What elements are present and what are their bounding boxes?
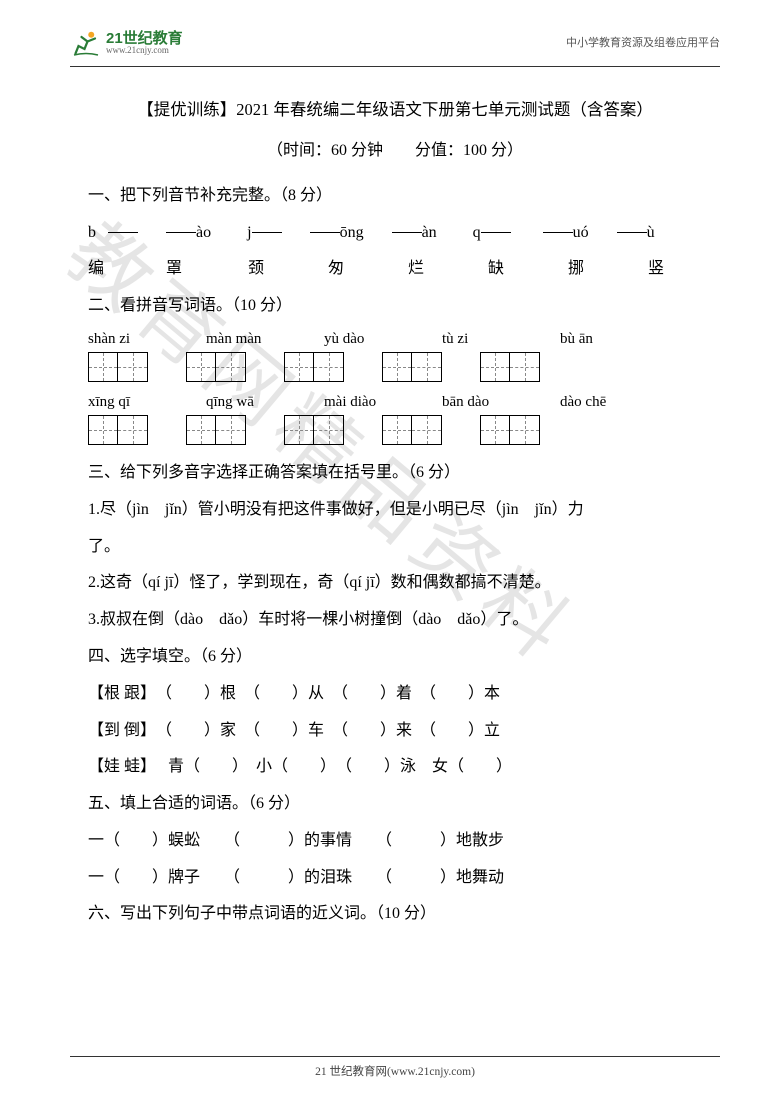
s2r2-3: mài diào: [324, 392, 404, 413]
section-3-head: 三、给下列多音字选择正确答案填在括号里。（6 分）: [88, 455, 702, 492]
blank: [166, 215, 196, 233]
s3-l2: 2.这奇（qí jī）怪了，学到现在，奇（qí jī）数和偶数都搞不清楚。: [88, 565, 702, 602]
tian-box: [284, 352, 344, 382]
s2r1-3: yù dào: [324, 329, 404, 350]
s2r2-2: qīng wā: [206, 392, 286, 413]
s1-h3: 颈: [248, 251, 328, 288]
s2r2-4: bān dào: [442, 392, 522, 413]
s2r1-4: tù zi: [442, 329, 522, 350]
page-footer: 21 世纪教育网(www.21cnjy.com): [70, 1056, 720, 1079]
s5-l1: 一（ ）蜈蚣 （ ）的事情 （ ）地散步: [88, 823, 702, 860]
section-6-head: 六、写出下列句子中带点词语的近义词。（10 分）: [88, 896, 702, 933]
runner-icon: [70, 28, 102, 58]
section-5-head: 五、填上合适的词语。（6 分）: [88, 786, 702, 823]
s1-p6: q: [473, 215, 481, 252]
s1-h7: 挪: [568, 251, 648, 288]
blank: [543, 215, 573, 233]
tian-box: [480, 415, 540, 445]
page-header: 21世纪教育 www.21cnjy.com 中小学教育资源及组卷应用平台: [0, 0, 780, 66]
header-right-text: 中小学教育资源及组卷应用平台: [566, 34, 720, 50]
s1-h4: 匆: [328, 251, 408, 288]
logo-cn: 21世纪教育: [106, 31, 183, 46]
s1-h1: 编: [88, 251, 166, 288]
content: 【提优训练】2021 年春统编二年级语文下册第七单元测试题（含答案） （时间：6…: [0, 67, 780, 933]
blank: [252, 215, 282, 233]
s2r2-5: dào chē: [560, 392, 640, 413]
s2-pinyin-row2: xīng qī qīng wā mài diào bān dào dào chē: [88, 392, 702, 413]
s4-l3: 【娃 蛙】 青（ ） 小（ ） （ ）泳 女（ ）: [88, 749, 702, 786]
section-4-head: 四、选字填空。（6 分）: [88, 639, 702, 676]
section-2-head: 二、看拼音写词语。（10 分）: [88, 288, 702, 325]
logo-url: www.21cnjy.com: [106, 46, 183, 55]
s1-p8: ù: [647, 215, 655, 252]
tian-box: [186, 415, 246, 445]
s2-grid: shàn zi màn màn yù dào tù zi bù ān xīng …: [88, 329, 702, 445]
logo-text: 21世纪教育 www.21cnjy.com: [106, 31, 183, 55]
s2-pinyin-row1: shàn zi màn màn yù dào tù zi bù ān: [88, 329, 702, 350]
blank: [310, 215, 340, 233]
s1-p5: àn: [422, 215, 437, 252]
s3-l3: 3.叔叔在倒（dào dǎo）车时将一棵小树撞倒（dào dǎo）了。: [88, 602, 702, 639]
s4-l2: 【到 倒】 （ ）家 （ ）车 （ ）来 （ ）立: [88, 713, 702, 750]
tian-box: [88, 352, 148, 382]
blank: [481, 215, 511, 233]
s1-p4: ōng: [340, 215, 364, 252]
s2r1-1: shàn zi: [88, 329, 168, 350]
s1-h8: 竖: [648, 251, 664, 288]
tian-box: [382, 415, 442, 445]
s5-l2: 一（ ）牌子 （ ）的泪珠 （ ）地舞动: [88, 860, 702, 897]
s3-l1: 1.尽（jìn jǐn）管小明没有把这件事做好，但是小明已尽（jìn jǐn）力: [88, 492, 702, 529]
tian-box: [186, 352, 246, 382]
section-1-head: 一、把下列音节补充完整。（8 分）: [88, 178, 702, 215]
s2-boxes-row1: [88, 352, 702, 382]
blank: [392, 215, 422, 233]
page-title: 【提优训练】2021 年春统编二年级语文下册第七单元测试题（含答案）: [88, 91, 702, 129]
s1-pinyin-row: b ào j ōng àn q uó ù: [88, 215, 702, 252]
s2-boxes-row2: [88, 415, 702, 445]
blank: [617, 215, 647, 233]
s2r1-2: màn màn: [206, 329, 286, 350]
s4-l1: 【根 跟】 （ ）根 （ ）从 （ ）着 （ ）本: [88, 676, 702, 713]
s1-h2: 罩: [166, 251, 248, 288]
tian-box: [480, 352, 540, 382]
tian-box: [284, 415, 344, 445]
tian-box: [382, 352, 442, 382]
s1-p2: ào: [196, 215, 211, 252]
s1-h6: 缺: [488, 251, 568, 288]
s3-l1b: 了。: [88, 529, 702, 566]
s2r1-5: bù ān: [560, 329, 640, 350]
blank: [108, 215, 138, 233]
tian-box: [88, 415, 148, 445]
s1-hanzi-row: 编 罩 颈 匆 烂 缺 挪 竖: [88, 251, 702, 288]
page-subtitle: （时间：60 分钟 分值：100 分）: [88, 133, 702, 170]
s1-p7: uó: [573, 215, 589, 252]
logo-block: 21世纪教育 www.21cnjy.com: [70, 28, 183, 58]
s1-h5: 烂: [408, 251, 488, 288]
s2r2-1: xīng qī: [88, 392, 168, 413]
s1-p1: b: [88, 215, 108, 252]
